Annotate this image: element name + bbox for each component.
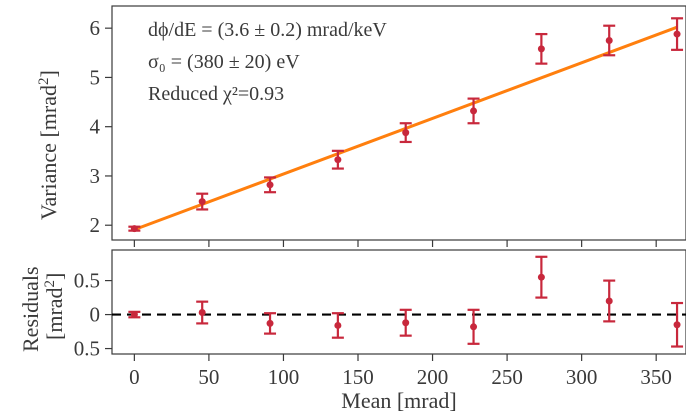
residual-data-point [331, 312, 344, 339]
main-data-marker [537, 45, 545, 53]
main-data-marker [673, 30, 681, 38]
xtick-label: 0 [129, 365, 140, 389]
residual-ylabel-line1: Residuals [18, 266, 43, 352]
main-data-point [535, 32, 548, 65]
main-data-marker [470, 107, 478, 115]
xtick-label: 250 [491, 365, 523, 389]
main-ytick-label: 5 [90, 65, 101, 89]
residual-ytick-label: 0.5 [74, 269, 100, 293]
residual-data-point [399, 308, 412, 337]
xtick-label: 50 [198, 365, 219, 389]
residual-ytick-label: 0 [90, 303, 101, 327]
residual-data-point [671, 301, 684, 348]
main-ytick-label: 4 [90, 115, 101, 139]
residual-data-point [535, 255, 548, 299]
residual-data-marker [266, 319, 274, 327]
main-data-point [331, 149, 344, 170]
residual-data-marker [334, 321, 342, 329]
residual-data-marker [198, 309, 206, 317]
main-data-point [467, 97, 480, 125]
annotation-chi2: Reduced χ²=0.93 [148, 83, 284, 105]
xtick-label: 200 [417, 365, 449, 389]
main-data-point [264, 176, 277, 194]
xtick-label: 350 [640, 365, 672, 389]
residual-data-point [467, 308, 480, 345]
main-data-point [603, 24, 616, 57]
main-ticks: 2 3 4 5 6 [90, 16, 657, 247]
residual-data-point [196, 300, 209, 325]
main-data-marker [605, 36, 613, 44]
xtick-label: 300 [566, 365, 598, 389]
main-ytick-label: 2 [90, 213, 101, 237]
residual-ticks: 0.5 0 0.5 0 50 100 150 200 250 300 350 [74, 269, 672, 389]
main-data-points [128, 17, 684, 233]
main-data-point [399, 122, 412, 144]
main-data-point [128, 225, 141, 233]
residual-data-marker [537, 273, 545, 281]
residual-data-point [603, 279, 616, 323]
residual-data-marker [673, 321, 681, 329]
annotation-sigma: σ₀ = (380 ± 20) eV [148, 51, 300, 73]
residual-data-marker [130, 311, 138, 319]
residual-data-points [128, 255, 684, 348]
residual-data-marker [402, 319, 410, 327]
residual-ytick-label: 0.5 [74, 337, 100, 361]
residual-ylabel-line2: [mrad2] [42, 273, 67, 340]
residual-data-point [264, 312, 277, 335]
annotation-slope: dϕ/dE = (3.6 ± 0.2) mrad/keV [148, 19, 387, 41]
residual-data-marker [470, 323, 478, 331]
main-ylabel: Variance [mrad2] [36, 70, 61, 220]
xtick-label: 100 [268, 365, 300, 389]
main-data-point [671, 17, 684, 51]
main-data-marker [334, 156, 342, 164]
main-data-marker [198, 198, 206, 206]
xtick-label: 150 [342, 365, 374, 389]
main-ytick-label: 3 [90, 164, 101, 188]
main-data-marker [130, 225, 138, 233]
residual-data-marker [605, 297, 613, 305]
main-data-marker [402, 129, 410, 137]
main-data-marker [266, 181, 274, 189]
residual-data-point [128, 310, 141, 319]
main-data-point [196, 192, 209, 211]
x-axis-label: Mean [mrad] [341, 388, 456, 413]
main-ytick-label: 6 [90, 16, 101, 40]
